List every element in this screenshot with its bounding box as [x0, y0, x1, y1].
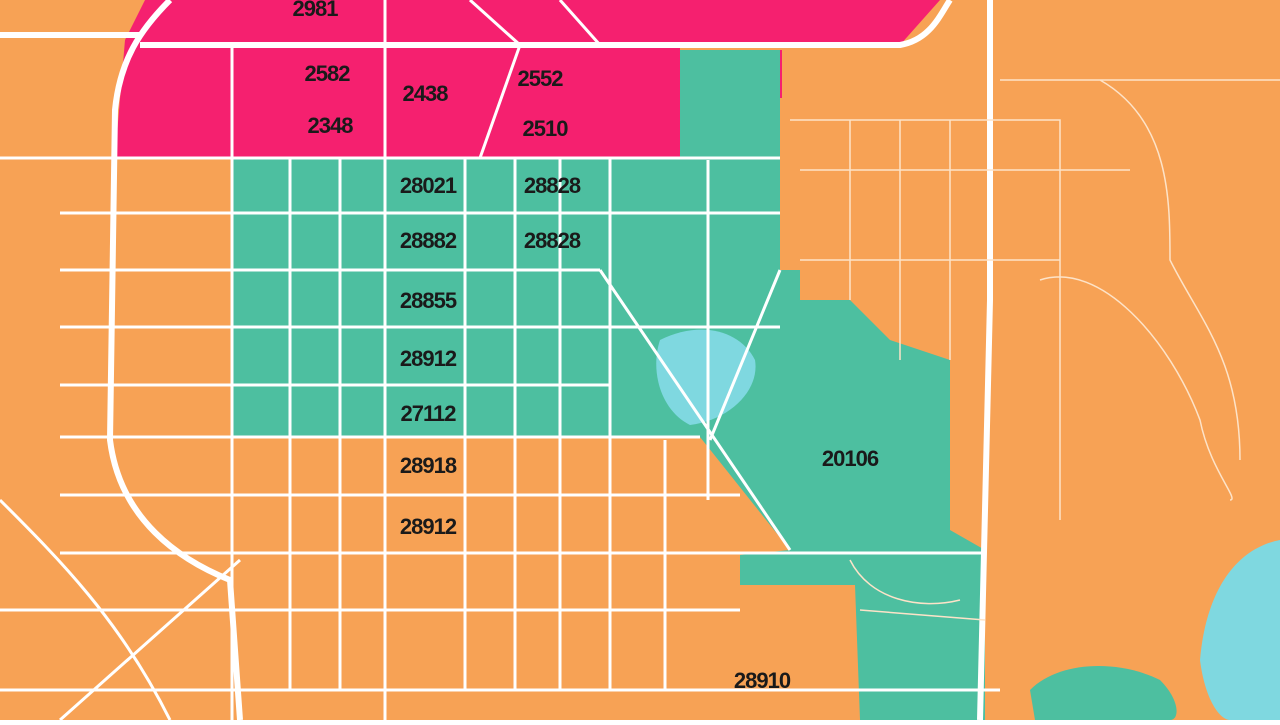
area-label: 28910 — [734, 668, 791, 693]
area-label: 20106 — [822, 446, 879, 471]
sea — [1200, 540, 1280, 720]
area-label: 28855 — [400, 288, 457, 313]
area-label: 2582 — [305, 61, 351, 86]
area-label: 28021 — [400, 173, 457, 198]
park — [1030, 666, 1177, 720]
area-label: 28912 — [400, 514, 457, 539]
area-label: 28828 — [524, 228, 581, 253]
area-label: 28918 — [400, 453, 457, 478]
area-label: 28828 — [524, 173, 581, 198]
area-label: 2552 — [518, 66, 564, 91]
area-label: 27112 — [401, 401, 457, 426]
area-label: 2981 — [293, 0, 339, 21]
pink-zone — [115, 0, 940, 158]
area-label: 2348 — [308, 113, 354, 138]
area-label: 28882 — [400, 228, 457, 253]
area-label: 2510 — [523, 116, 569, 141]
area-label: 28912 — [400, 346, 457, 371]
area-label: 2438 — [403, 81, 449, 106]
lake — [656, 329, 756, 425]
